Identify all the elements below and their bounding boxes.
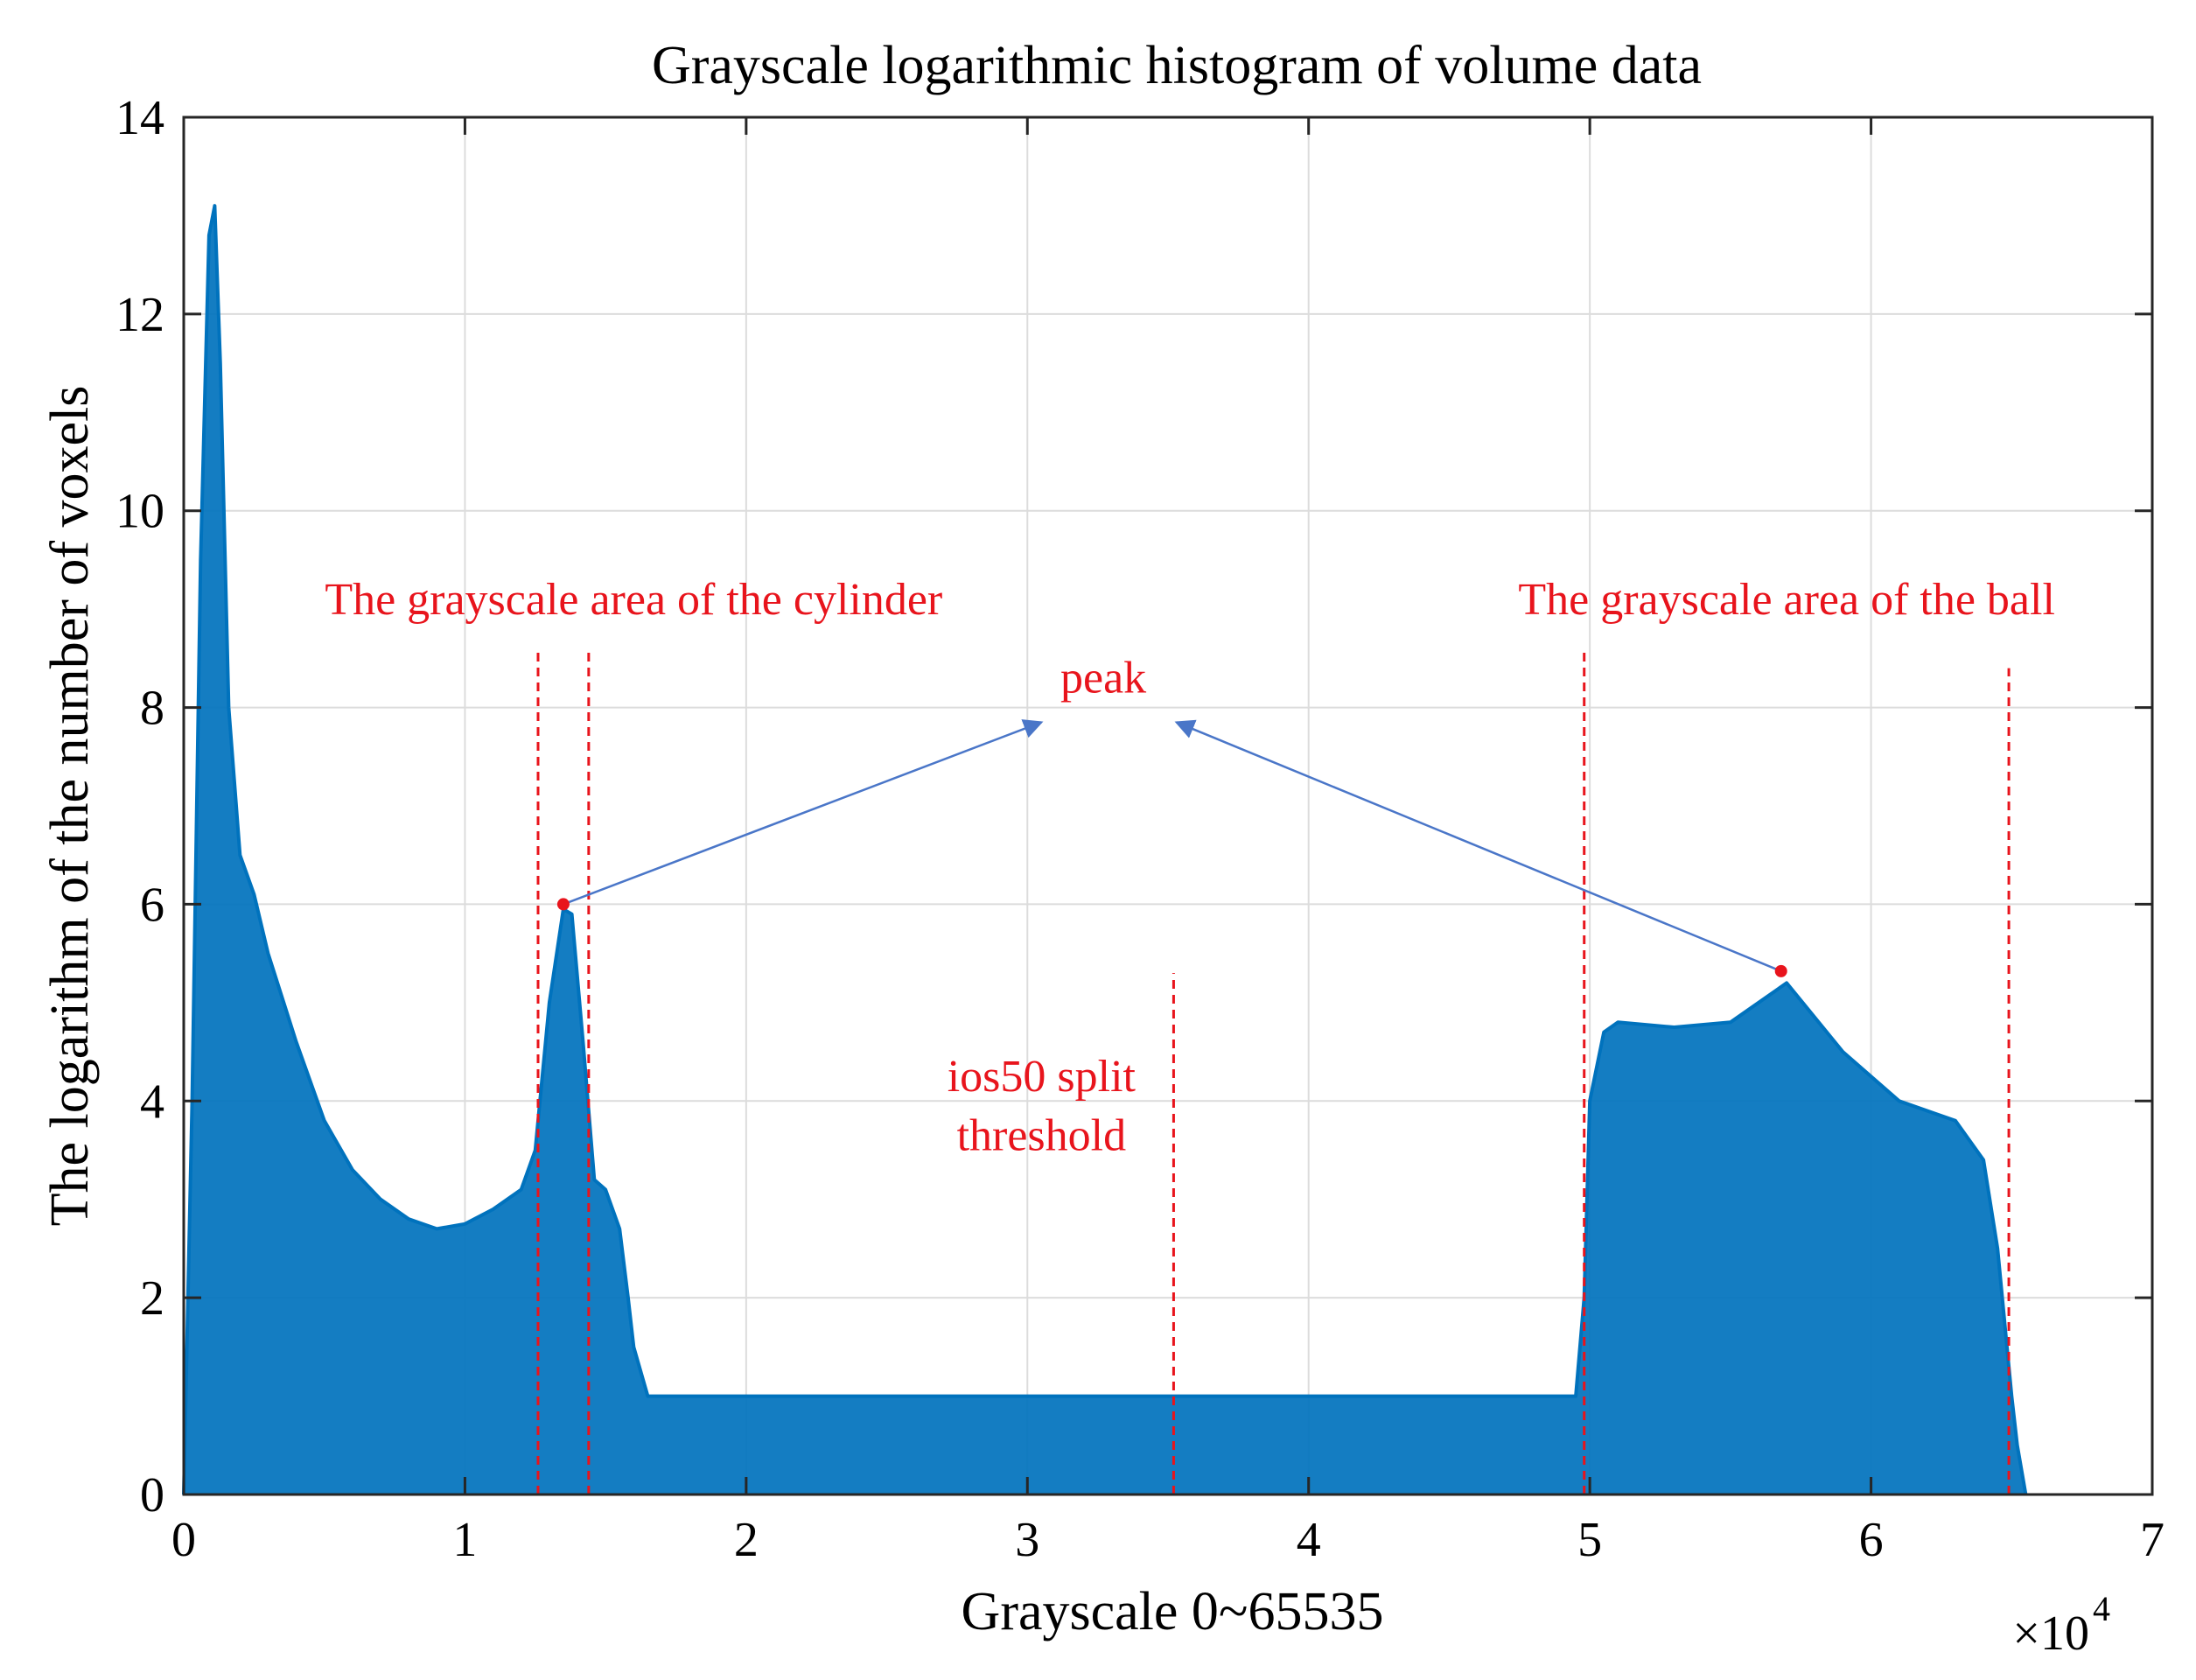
y-tick-label: 0 [140, 1468, 164, 1522]
y-tick-label: 2 [140, 1271, 164, 1326]
y-tick-label: 14 [115, 91, 164, 145]
peak-arrow [1174, 719, 1782, 973]
peak-point [556, 898, 570, 911]
x-tick-label: 6 [1859, 1513, 1884, 1567]
peak-arrow [563, 719, 1044, 906]
y-tick-label: 10 [115, 485, 164, 539]
annotation-text: ios50 split [948, 1052, 1136, 1102]
x-tick-label: 1 [452, 1513, 477, 1567]
plot-frame [182, 116, 2154, 1496]
annotation-text: peak [1060, 654, 1146, 704]
x-tick-label: 3 [1015, 1513, 1039, 1567]
marker-layer [536, 648, 2011, 1494]
peak-point [1774, 964, 1787, 977]
annotation-text: The grayscale area of the ball [1518, 575, 2055, 625]
x-exponent-label: ×10 [2012, 1606, 2089, 1661]
y-tick-label: 6 [140, 878, 164, 932]
x-tick-label: 7 [2140, 1513, 2165, 1567]
annotation-text: threshold [957, 1111, 1127, 1161]
x-tick-label: 4 [1297, 1513, 1321, 1567]
y-tick-label: 4 [140, 1074, 164, 1129]
x-axis-label: Grayscale 0~65535 [962, 1582, 1384, 1642]
x-exponent: ×10 4 [2012, 1589, 2110, 1661]
y-tick-label: 8 [140, 682, 164, 736]
y-tick-label: 12 [115, 288, 164, 342]
annotation-layer: The grayscale area of the cylinder The gr… [325, 575, 2055, 1161]
x-exponent-power: 4 [2093, 1589, 2110, 1628]
x-tick-label: 5 [1577, 1513, 1602, 1567]
annotation-text: The grayscale area of the cylinder [325, 575, 942, 625]
chart-title: Grayscale logarithmic histogram of volum… [652, 36, 1702, 95]
x-tick-label: 2 [734, 1513, 759, 1567]
histogram-area [184, 206, 2026, 1495]
histogram-line [182, 204, 2028, 1495]
arrow-layer [556, 719, 1787, 977]
data-layer [182, 204, 2028, 1495]
x-tick-label: 0 [171, 1513, 196, 1567]
y-axis-label: The logarithm of the number of voxels [40, 386, 100, 1227]
